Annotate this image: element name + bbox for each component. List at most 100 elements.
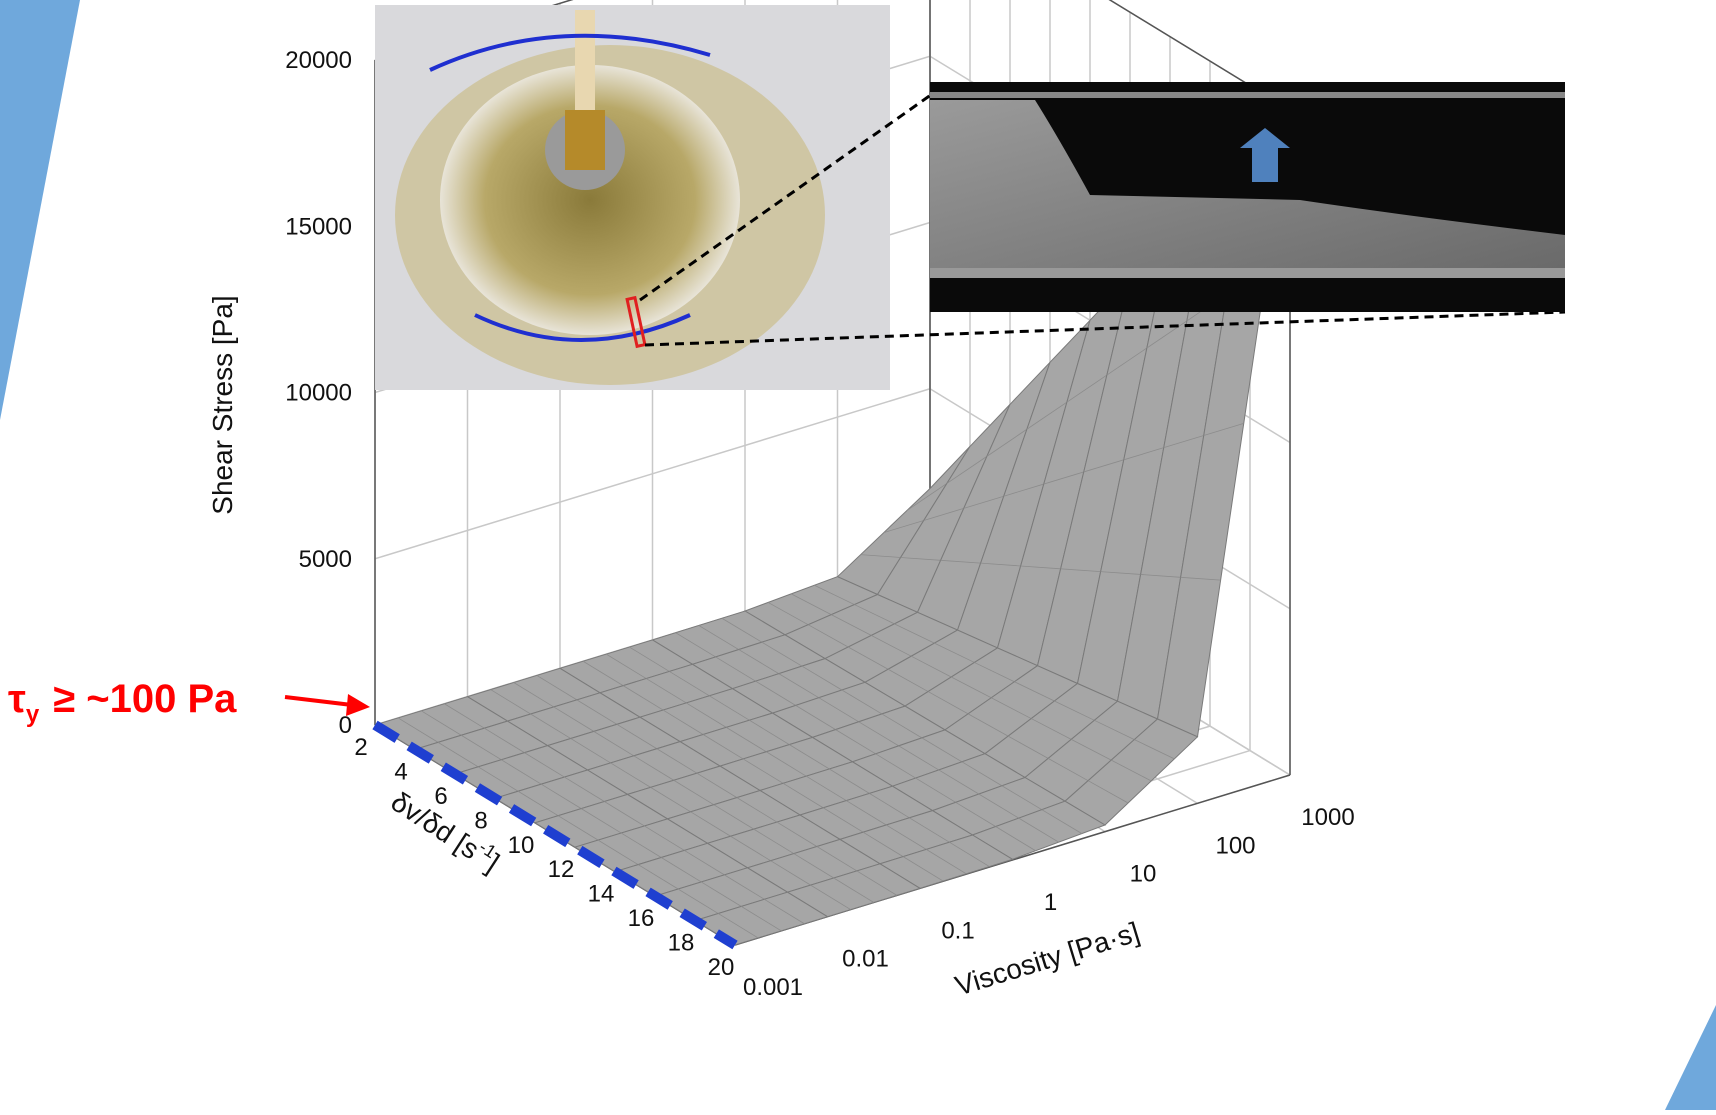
mesh-line bbox=[644, 825, 685, 851]
mesh-line bbox=[513, 682, 554, 708]
mesh-line bbox=[841, 689, 883, 715]
mesh-line bbox=[622, 685, 664, 711]
mesh-line bbox=[791, 593, 832, 615]
mesh-line bbox=[831, 614, 872, 636]
y-tick-label: 1000 bbox=[1301, 804, 1354, 831]
mesh-line bbox=[701, 881, 742, 907]
z-tick-label: 20000 bbox=[285, 47, 352, 74]
mesh-line bbox=[978, 793, 1019, 819]
mesh-line bbox=[1203, 423, 1244, 436]
mesh-line bbox=[1180, 576, 1221, 581]
mesh-line bbox=[698, 625, 739, 650]
mesh-line bbox=[807, 624, 849, 648]
mesh-line bbox=[767, 602, 809, 626]
annotation-symbol: τ bbox=[8, 677, 26, 721]
mesh-line bbox=[909, 817, 950, 843]
mesh-line bbox=[1060, 568, 1101, 573]
mesh-line bbox=[793, 853, 834, 879]
mesh-line bbox=[421, 710, 462, 736]
mesh-line bbox=[1003, 483, 1044, 497]
mesh-line bbox=[581, 808, 622, 834]
mesh-line bbox=[646, 678, 687, 704]
y-tick-label: 0.1 bbox=[941, 917, 974, 944]
mesh-line bbox=[967, 713, 1009, 737]
y-tick-label: 10 bbox=[1130, 861, 1157, 888]
mesh-line bbox=[1140, 574, 1181, 578]
mesh-line bbox=[1007, 735, 1049, 759]
mesh-line bbox=[1100, 571, 1141, 575]
mesh-line bbox=[675, 632, 716, 658]
mesh-line bbox=[951, 676, 992, 699]
mesh-line bbox=[782, 783, 824, 809]
mesh-line bbox=[887, 668, 929, 692]
mesh-line bbox=[1047, 758, 1089, 782]
mesh-line bbox=[501, 759, 542, 785]
x-tick-label: 8 bbox=[474, 807, 487, 834]
mesh-line bbox=[742, 758, 784, 784]
mesh-line bbox=[974, 662, 1015, 683]
x-tick-label: 12 bbox=[548, 856, 575, 883]
mesh-line bbox=[761, 641, 803, 667]
mesh-line bbox=[1123, 447, 1164, 461]
mesh-line bbox=[1043, 471, 1084, 485]
z-tick-label: 15000 bbox=[285, 213, 352, 240]
mesh-line bbox=[650, 787, 691, 813]
mesh-line bbox=[726, 727, 767, 753]
mesh-line bbox=[923, 507, 964, 521]
zoom-line bbox=[644, 310, 1566, 347]
mesh-line bbox=[860, 554, 901, 558]
mesh-line bbox=[724, 874, 765, 900]
mesh-line bbox=[847, 646, 889, 670]
mesh-line bbox=[677, 888, 719, 914]
mesh-line bbox=[610, 762, 651, 788]
mesh-line bbox=[806, 775, 847, 801]
mesh-line bbox=[1146, 320, 1188, 349]
mesh-line bbox=[883, 520, 924, 533]
mesh-line bbox=[835, 729, 876, 755]
mesh-line bbox=[741, 906, 782, 932]
mesh-line bbox=[915, 777, 956, 803]
mesh-line bbox=[736, 797, 778, 823]
mesh-line bbox=[721, 617, 763, 643]
mesh-line bbox=[713, 804, 754, 830]
mesh-line bbox=[593, 731, 634, 757]
mesh-line bbox=[946, 456, 988, 484]
x-tick-label: 6 bbox=[434, 783, 447, 810]
mesh-line bbox=[576, 699, 618, 725]
mesh-line bbox=[524, 752, 565, 778]
mesh-line bbox=[1031, 718, 1072, 740]
mesh-line bbox=[633, 755, 674, 781]
x-tick-label: 16 bbox=[628, 905, 655, 932]
z-tick-label: 10000 bbox=[285, 380, 352, 407]
mesh-line bbox=[846, 800, 887, 826]
mesh-line bbox=[906, 483, 948, 511]
deco-shape bbox=[0, 0, 80, 420]
mesh-line bbox=[738, 649, 779, 674]
mesh-line bbox=[717, 913, 759, 939]
mesh-line bbox=[397, 717, 439, 743]
mesh-line bbox=[570, 738, 611, 764]
mesh-line bbox=[490, 689, 531, 715]
mesh-line bbox=[770, 860, 811, 886]
mesh-line bbox=[753, 828, 794, 854]
mesh-line bbox=[921, 737, 963, 763]
mesh-line bbox=[829, 768, 870, 794]
mesh-line bbox=[778, 673, 819, 699]
mesh-line bbox=[816, 846, 858, 872]
y-axis-label: Viscosity [Pa·s] bbox=[951, 916, 1143, 1001]
mesh-line bbox=[764, 898, 805, 925]
mesh-line bbox=[582, 660, 624, 686]
mesh-line bbox=[934, 642, 975, 663]
mesh-line bbox=[854, 604, 895, 625]
mesh-line bbox=[673, 779, 714, 806]
mesh-line bbox=[477, 766, 519, 792]
annotation: τy ≥ ~100 Pa bbox=[8, 677, 237, 728]
mesh-line bbox=[730, 835, 771, 862]
mesh-line bbox=[1020, 565, 1061, 570]
zoom-line bbox=[639, 90, 936, 302]
inset-photo bbox=[375, 5, 890, 390]
mesh-line bbox=[911, 655, 952, 678]
mesh-line bbox=[1094, 719, 1135, 740]
inset-image bbox=[930, 82, 1565, 312]
